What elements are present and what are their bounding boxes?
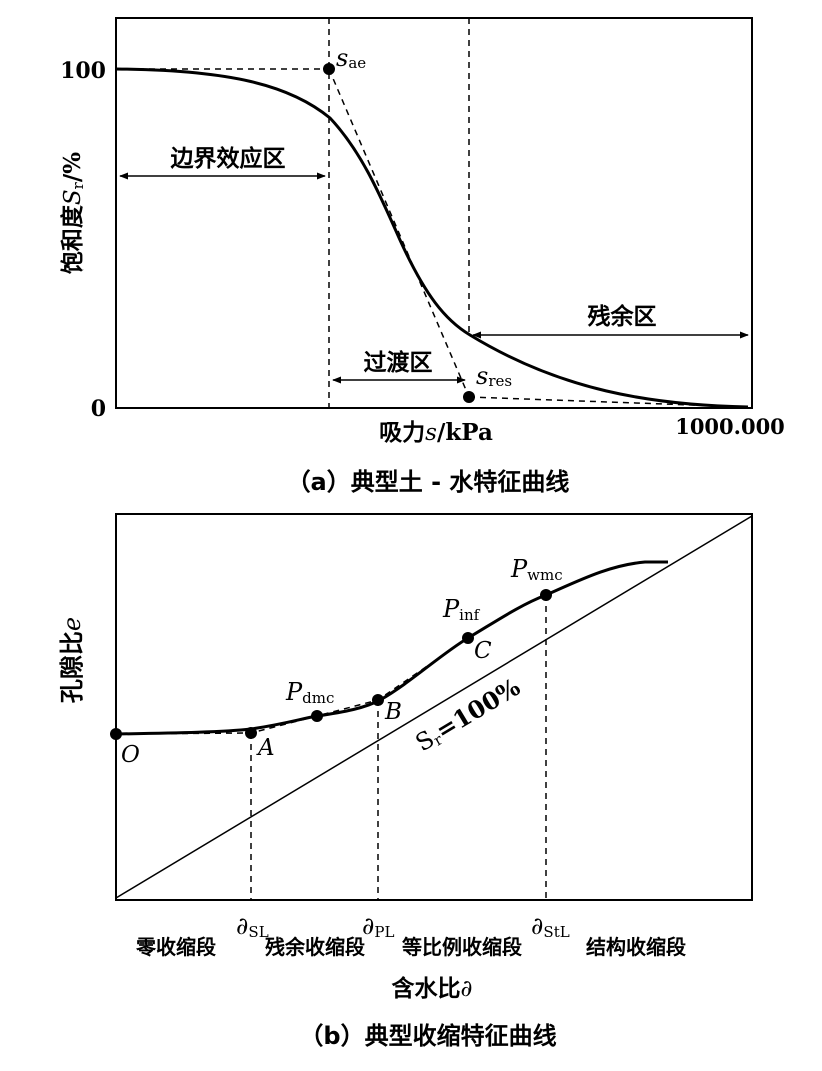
label-boundary-zone: 边界效应区: [171, 145, 286, 172]
tick-stl: ∂StL: [531, 912, 570, 941]
x-tick-max: 1000.000: [675, 414, 785, 439]
caption-a: （a）典型土 - 水特征曲线: [287, 468, 570, 496]
stage-structural: 结构收缩段: [586, 935, 686, 959]
label-s-ae: sae: [336, 44, 366, 72]
point-p-wmc: [540, 589, 552, 601]
point-p-dmc: [311, 710, 323, 722]
label-residual-zone: 残余区: [588, 303, 657, 330]
label-o: O: [121, 742, 140, 768]
label-b: B: [384, 699, 402, 725]
y-tick-0: 0: [91, 396, 106, 422]
point-c: [462, 632, 474, 644]
label-p-wmc: Pwmc: [510, 555, 563, 584]
y-axis-label-b: 孔隙比e: [58, 617, 86, 703]
label-s-res: sres: [476, 362, 512, 390]
label-a: A: [256, 735, 275, 761]
panel-a-frame: [115, 17, 753, 409]
tick-pl: ∂PL: [362, 912, 395, 941]
swcc-curve: [115, 67, 749, 409]
label-transition-zone: 过渡区: [364, 349, 433, 376]
label-saturation-line: Sr=100%: [410, 672, 526, 758]
tick-sl: ∂SL: [236, 912, 269, 941]
label-p-dmc: Pdmc: [285, 678, 334, 707]
stage-proportional: 等比例收缩段: [402, 935, 522, 959]
label-p-inf: Pinf: [442, 595, 481, 624]
stage-zero: 零收缩段: [135, 935, 216, 959]
point-o: [110, 728, 122, 740]
panel-b-frame: [115, 513, 753, 901]
label-c: C: [474, 638, 492, 664]
saturation-line: [115, 515, 753, 899]
x-axis-label-b: 含水比∂: [392, 975, 473, 1002]
point-b: [372, 694, 384, 706]
caption-b: （b）典型收缩特征曲线: [299, 1022, 556, 1050]
x-axis-label-a: 吸力s/kPa: [379, 419, 493, 446]
panel-a: sae sres 边界效应区 过渡区 残余区 100 0 1000.000 吸力…: [59, 17, 785, 496]
y-axis-label-a: 饱和度Sr/%: [59, 152, 87, 274]
stage-residual: 残余收缩段: [265, 935, 365, 959]
point-s-res: [463, 391, 475, 403]
point-a: [245, 727, 257, 739]
panel-b: O A B C Pdmc Pinf Pwmc Sr=100% ∂SL ∂PL ∂…: [58, 513, 753, 1050]
tangent-line: [328, 68, 470, 398]
y-tick-100: 100: [60, 58, 106, 84]
point-s-ae: [323, 63, 335, 75]
